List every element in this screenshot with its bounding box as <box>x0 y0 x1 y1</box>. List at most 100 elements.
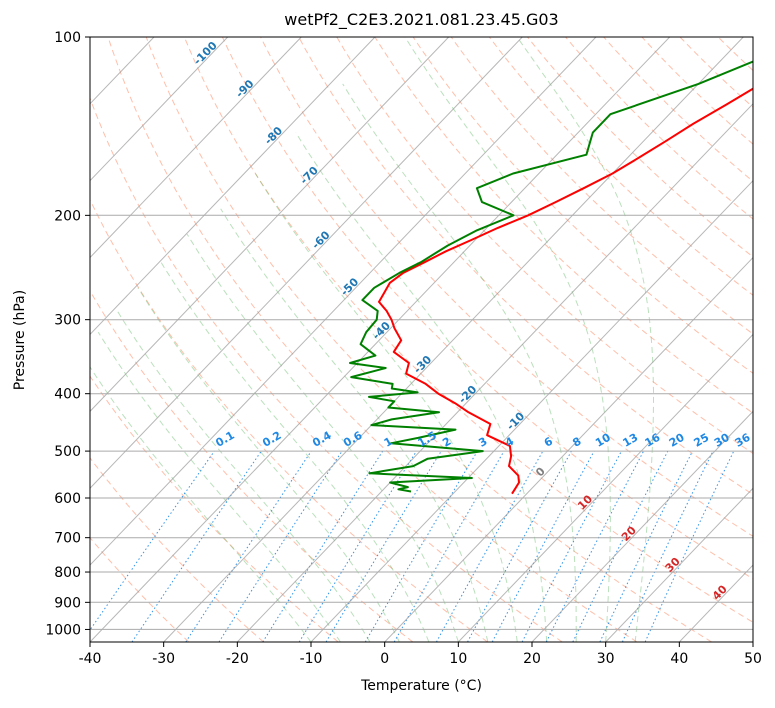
mixing-ratio-label: 0.4 <box>310 429 334 450</box>
mixing-ratio-line <box>572 450 669 642</box>
isotherm-line <box>384 256 753 642</box>
isotherm-label: -70 <box>298 164 321 187</box>
isotherm-line <box>90 37 229 182</box>
x-tick-label: 20 <box>523 651 541 667</box>
isotherm-line <box>457 333 753 642</box>
mixing-ratio-lines <box>90 450 735 642</box>
moist-adiabat-line <box>137 287 400 642</box>
temperature-profile <box>378 87 753 495</box>
isotherm-line <box>0 37 7 642</box>
plot-frame <box>89 36 754 643</box>
isotherm-label: 10 <box>575 492 595 512</box>
isotherm-label: -60 <box>309 228 332 251</box>
mixing-ratio-label: 0.1 <box>213 429 236 450</box>
x-tick-label: -30 <box>152 651 175 667</box>
dry-adiabat-line <box>183 37 753 623</box>
isotherm-label: -80 <box>262 124 285 147</box>
dry-adiabat-line <box>90 289 414 642</box>
dry-adiabat-line <box>90 537 190 642</box>
isotherm-label: -100 <box>191 39 220 68</box>
isotherm-line <box>90 37 155 105</box>
mixing-ratio-label: 3 <box>476 435 489 450</box>
isotherms <box>0 37 753 642</box>
dry-adiabat-line <box>488 37 753 296</box>
mixing-ratio-label: 30 <box>712 431 732 450</box>
mixing-ratio-label: 10 <box>593 431 613 450</box>
moist-adiabat-line <box>97 331 341 642</box>
dry-adiabat-line <box>756 37 775 642</box>
mixing-ratio-line <box>131 450 262 642</box>
x-tick-label: -40 <box>79 651 102 667</box>
mixing-ratio-line <box>218 450 343 642</box>
isotherm-line <box>310 179 753 642</box>
mixing-ratio-line <box>467 450 572 642</box>
dry-adiabat-line <box>336 37 753 455</box>
dry-adiabat-line <box>679 37 753 108</box>
dry-adiabat-line <box>450 37 753 335</box>
mixing-ratio-label: 36 <box>733 431 753 450</box>
moist-adiabat-line <box>186 233 459 642</box>
isotherm-label: -30 <box>411 353 434 376</box>
y-tick-label: 500 <box>54 444 81 460</box>
y-tick-label: 1000 <box>45 622 81 638</box>
mixing-ratio-line <box>364 450 478 642</box>
mixing-ratio-line <box>644 450 735 642</box>
x-tick-label: -10 <box>300 651 323 667</box>
isotherm-line <box>752 641 753 642</box>
dry-adiabat-line <box>90 198 488 642</box>
moist-adiabat-line <box>254 173 518 642</box>
isotherm-line <box>605 487 753 642</box>
moist-adiabat-line <box>160 262 430 642</box>
mixing-ratio-line <box>435 450 544 642</box>
mixing-ratio-line <box>298 450 417 642</box>
x-tick-label: 10 <box>449 651 467 667</box>
mixing-ratio-line <box>325 450 442 642</box>
moist-adiabat-line <box>90 365 312 642</box>
moist-adiabat-line <box>220 208 489 642</box>
dry-adiabat-line <box>603 37 753 183</box>
mixing-ratio-line <box>545 450 645 642</box>
mixing-ratio-line <box>262 450 384 642</box>
moist-adiabat-line <box>404 37 611 642</box>
pressure-gridlines <box>90 37 753 630</box>
x-axis-label: Temperature (°C) <box>361 678 482 694</box>
mixing-ratio-label: 0.6 <box>341 429 365 450</box>
dry-adiabat-line <box>374 37 753 414</box>
x-tick-label: 40 <box>670 651 688 667</box>
y-tick-label: 200 <box>54 208 81 224</box>
dry-adiabats <box>90 37 775 642</box>
y-tick-label: 300 <box>54 313 81 329</box>
x-axis-ticks: -40 -30 -20 -10 0 10 20 30 40 50 <box>79 642 762 667</box>
isotherm-line <box>0 37 80 642</box>
mixing-ratio-line <box>90 450 215 631</box>
moist-adiabats <box>90 37 654 642</box>
mixing-ratio-label: 6 <box>542 434 555 449</box>
isotherm-label: -90 <box>233 77 256 100</box>
moist-adiabat-line <box>342 83 577 642</box>
dry-adiabat-line <box>412 37 753 374</box>
isotherm-line <box>90 37 302 259</box>
moist-adiabat-line <box>116 310 371 642</box>
isotherm-line <box>163 37 744 642</box>
dry-adiabat-line <box>107 37 638 642</box>
isotherm-label: 0 <box>533 465 548 480</box>
chart-title: wetPf2_C2E3.2021.081.23.45.G03 <box>284 10 559 29</box>
mixing-ratio-line <box>185 450 312 642</box>
isotherm-line <box>90 37 597 566</box>
dewpoint-profile <box>349 60 753 493</box>
dry-adiabat-line <box>260 37 753 537</box>
isotherm-label: 40 <box>710 582 730 602</box>
y-tick-label: 700 <box>54 531 81 547</box>
dry-adiabat-line <box>298 37 753 496</box>
x-tick-label: 50 <box>744 651 762 667</box>
mixing-ratio-label: 13 <box>620 431 640 450</box>
mixing-ratio-label: 0.2 <box>260 429 283 450</box>
x-tick-label: -20 <box>226 651 249 667</box>
isotherm-line <box>236 103 753 642</box>
moist-adiabat-line <box>516 37 654 642</box>
y-tick-label: 800 <box>54 565 81 581</box>
isotherm-label: -10 <box>504 409 527 432</box>
x-tick-label: 0 <box>380 651 389 667</box>
dry-adiabat-line <box>641 37 753 145</box>
